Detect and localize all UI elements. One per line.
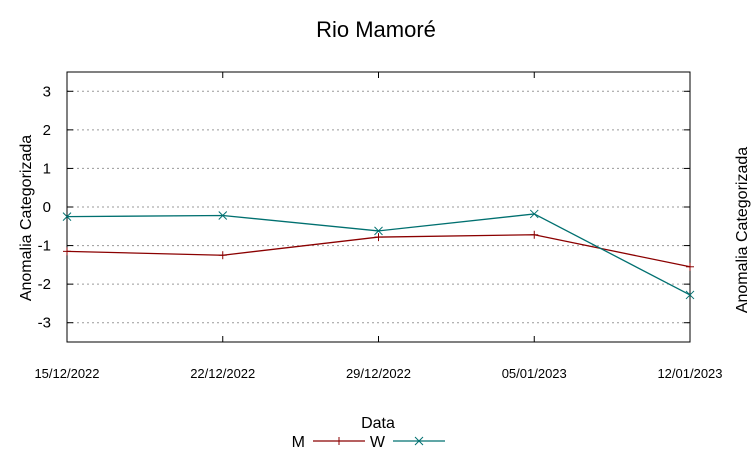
y-axis-label-right: Anomalia Categorizada [734, 147, 751, 313]
marker-x [685, 290, 695, 300]
y-tick-label: -3 [38, 315, 51, 332]
data-point [686, 262, 694, 271]
data-point [218, 211, 228, 220]
x-tick-label: 15/12/2022 [34, 366, 99, 381]
data-point [529, 209, 539, 219]
x-tick-label: 22/12/2022 [190, 366, 255, 381]
data-point [374, 226, 383, 236]
legend-item-M: M [292, 434, 365, 451]
y-tick-label: 2 [43, 122, 51, 139]
data-point [218, 251, 227, 260]
gridlines [67, 90, 690, 324]
chart-title: Rio Mamoré [316, 17, 436, 42]
y-tick-label: -2 [38, 276, 51, 293]
series-line-W [66, 213, 691, 296]
data-point [685, 290, 695, 300]
y-tick-label: 1 [43, 160, 51, 177]
marker-x [414, 436, 424, 446]
y-tick-label: -1 [38, 238, 51, 255]
marker-x [218, 211, 228, 220]
legend-label: W [370, 434, 386, 451]
y-axis-label: Anomalia Categorizada [18, 135, 35, 301]
series [62, 209, 695, 300]
y-axis-ticks: 3 2 1 0 -1 -2 -3 [38, 83, 690, 332]
legend-marker [335, 437, 343, 445]
data-point [63, 247, 71, 256]
y-tick-label: 0 [43, 199, 51, 216]
data-point [62, 212, 72, 221]
x-tick-label: 12/01/2023 [657, 366, 722, 381]
marker-x [374, 226, 383, 236]
legend-label: M [292, 434, 305, 451]
legend-item-W: W [370, 434, 445, 451]
x-tick-label: 05/01/2023 [502, 366, 567, 381]
data-point [530, 230, 539, 239]
marker-x [529, 209, 539, 219]
legend-marker [414, 436, 424, 446]
x-axis-label: Data [361, 415, 395, 432]
marker-x [62, 212, 72, 221]
x-tick-label: 29/12/2022 [346, 366, 411, 381]
data-point [374, 233, 383, 242]
x-axis-ticks: 15/12/2022 22/12/2022 29/12/2022 05/01/2023… [34, 72, 723, 381]
y-tick-label: 3 [43, 83, 51, 100]
series-M [63, 230, 694, 271]
series-W [62, 209, 695, 300]
